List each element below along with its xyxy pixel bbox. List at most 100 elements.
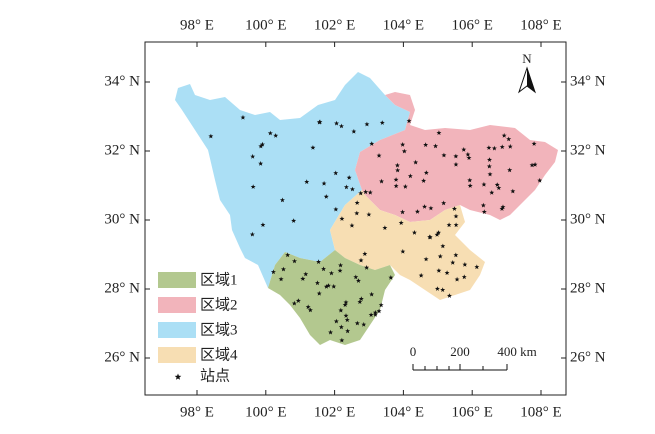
station [437,253,443,259]
station [372,312,378,317]
station [406,118,412,124]
station [436,268,442,273]
station [401,148,407,154]
lon-label: 108° E [520,17,561,33]
station [529,162,535,168]
station [342,302,348,307]
station [499,144,505,150]
station [300,276,306,281]
station [338,262,343,268]
station [364,121,370,127]
station [489,190,495,195]
station [358,190,364,196]
station [532,162,538,167]
station [249,231,255,237]
station [507,143,513,149]
station [260,222,266,227]
station [510,188,516,194]
station [434,286,440,291]
station [481,181,487,187]
station [354,320,360,326]
lon-label: 98° E [180,17,214,33]
station [394,162,400,168]
stations [208,114,543,343]
station [333,318,339,324]
station [364,265,370,270]
station [321,266,326,272]
station [487,157,492,162]
station [362,251,368,256]
station [317,119,323,125]
scale-label: 400 km [497,344,536,359]
station [466,155,472,160]
station [400,248,406,254]
station [400,142,406,147]
station [357,299,363,304]
station [315,280,320,286]
lon-label: 106° E [451,17,492,33]
region-1 [268,250,395,345]
station [279,197,285,203]
station [331,283,337,289]
lat-label: 30° N [570,211,606,227]
station [285,252,291,258]
station [303,271,309,277]
station [358,257,364,263]
station [440,287,446,292]
station [444,270,450,275]
station [250,184,256,189]
station [422,204,428,209]
scale-label: 200 [450,344,470,359]
station [453,222,459,228]
station [453,213,459,219]
station [339,216,345,221]
station [441,200,447,206]
station [343,313,349,318]
station [423,256,429,262]
lat-label: 30° N [104,211,140,227]
station [338,307,344,313]
station [427,234,433,240]
lon-label: 104° E [383,404,424,420]
station [436,230,441,235]
station [369,141,375,146]
station [367,189,373,195]
lat-label: 32° N [570,142,606,158]
station [415,209,420,214]
lon-label: 104° E [383,17,424,33]
lon-label: 102° E [314,17,355,33]
station [356,278,361,283]
station [506,136,512,142]
station [407,173,413,179]
station [413,159,419,165]
station [501,133,507,138]
legend-swatch [158,272,196,288]
scale-label: 0 [410,344,417,359]
station [388,275,394,280]
station [273,133,279,138]
station [453,153,459,159]
lat-label: 28° N [104,280,140,296]
station [354,200,360,205]
station [537,177,543,183]
station [450,260,456,265]
station [345,328,351,334]
coordinate-labels: 98° E 98° E 100° E 100° E 102° E 102° E 104° E… [104,17,605,420]
station [461,147,467,152]
station [494,182,500,187]
station [305,304,311,310]
station [343,184,349,190]
station [378,302,384,308]
lat-label: 34° N [104,73,140,89]
station [423,142,429,147]
region-3 [175,72,410,288]
station [400,209,405,215]
station [361,321,367,327]
station [376,308,382,314]
station [421,178,427,183]
station [486,163,492,169]
station [474,264,480,270]
lat-label: 32° N [104,142,140,158]
station [316,290,322,296]
station [363,189,369,195]
